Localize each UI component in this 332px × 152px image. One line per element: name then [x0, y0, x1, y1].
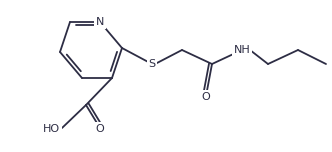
Text: O: O: [96, 124, 104, 134]
Text: N: N: [96, 17, 104, 27]
Text: HO: HO: [43, 124, 60, 134]
Text: O: O: [202, 92, 210, 102]
Text: S: S: [148, 59, 156, 69]
Text: NH: NH: [234, 45, 250, 55]
